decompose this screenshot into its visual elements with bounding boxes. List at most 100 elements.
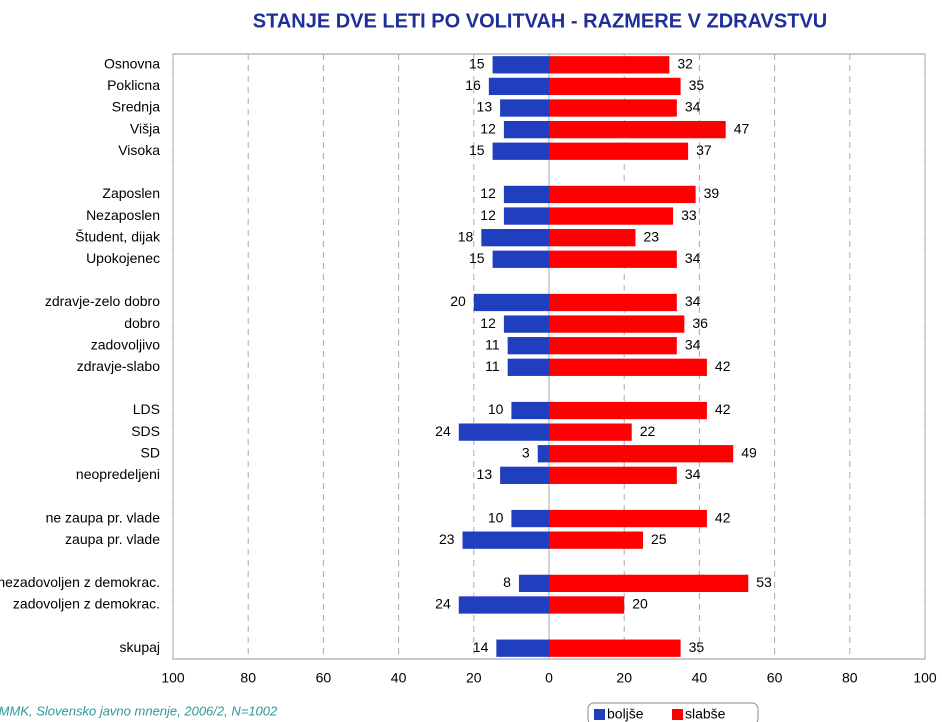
value-label: 37 (696, 142, 712, 158)
value-label: 24 (435, 423, 451, 439)
value-label: 32 (677, 56, 693, 72)
value-label: 33 (681, 207, 697, 223)
value-label: 35 (689, 639, 705, 655)
bar (549, 77, 681, 96)
chart-title: STANJE DVE LETI PO VOLITVAH - RAZMERE V … (253, 10, 827, 32)
y-tick-label: ne zaupa pr. vlade (46, 509, 161, 525)
bar (549, 120, 726, 139)
bar (492, 142, 549, 160)
value-label: 35 (689, 77, 705, 93)
bar (511, 401, 549, 420)
y-tick-label: Višja (130, 120, 160, 136)
bar (503, 120, 549, 139)
bar (503, 207, 549, 225)
value-label: 18 (458, 228, 474, 244)
value-label: 22 (640, 423, 656, 439)
bar (549, 509, 707, 528)
value-label: 24 (435, 596, 451, 612)
x-tick-label: 80 (240, 670, 256, 686)
bar (549, 99, 677, 117)
x-tick-label: 20 (466, 670, 482, 686)
value-label: 15 (469, 56, 485, 72)
value-label: 8 (503, 574, 511, 590)
y-tick-label: Poklicna (107, 77, 160, 93)
value-label: 34 (685, 250, 701, 266)
value-label: 20 (450, 293, 466, 309)
value-label: 11 (485, 336, 500, 352)
value-label: 12 (480, 207, 496, 223)
bar (507, 358, 549, 376)
x-tick-label: 100 (913, 670, 937, 686)
bar (500, 99, 549, 117)
bar (549, 207, 674, 225)
bar (507, 337, 549, 355)
value-label: 15 (469, 142, 485, 158)
bar (549, 596, 625, 614)
bar (537, 445, 549, 463)
legend-label: slabše (685, 706, 726, 722)
value-label: 49 (741, 444, 757, 460)
value-label: 13 (477, 99, 493, 115)
bar (549, 337, 677, 355)
bar (503, 185, 549, 204)
bar (549, 531, 643, 549)
bar (458, 596, 549, 614)
y-tick-label: zadovoljivo (91, 336, 160, 352)
bar (549, 185, 696, 204)
value-label: 42 (715, 401, 731, 417)
bar (549, 315, 685, 333)
y-tick-label: skupaj (120, 639, 160, 655)
y-tick-label: Upokojenec (86, 250, 160, 266)
value-label: 16 (465, 77, 481, 93)
bar (488, 77, 549, 96)
value-label: 10 (488, 509, 504, 525)
y-tick-label: zdravje-slabo (77, 358, 160, 374)
bar (549, 423, 632, 441)
legend-swatch (594, 709, 605, 720)
value-label: 42 (715, 358, 731, 374)
y-tick-label: zdravje-zelo dobro (45, 293, 160, 309)
y-tick-label: dobro (124, 315, 160, 331)
x-tick-label: 0 (545, 670, 553, 686)
value-label: 34 (685, 336, 701, 352)
x-tick-label: 80 (842, 670, 858, 686)
value-label: 15 (469, 250, 485, 266)
bar (511, 509, 549, 528)
legend-label: boljše (607, 706, 644, 722)
value-label: 39 (704, 185, 720, 201)
x-tick-label: 20 (616, 670, 632, 686)
bar (549, 466, 677, 484)
value-label: 13 (477, 466, 493, 482)
bar (462, 531, 549, 549)
y-tick-label: Zaposlen (102, 185, 160, 201)
x-tick-label: 60 (767, 670, 783, 686)
y-tick-label: Študent, dijak (75, 228, 161, 244)
bar (492, 250, 549, 268)
y-tick-label: zaupa pr. vlade (65, 531, 160, 547)
bar (492, 56, 549, 74)
y-tick-label: Visoka (118, 142, 160, 158)
value-label: 36 (692, 315, 708, 331)
value-label: 12 (480, 120, 496, 136)
value-label: 34 (685, 99, 701, 115)
value-label: 14 (473, 639, 489, 655)
x-tick-label: 40 (692, 670, 708, 686)
bar (549, 293, 677, 312)
bar (458, 423, 549, 441)
value-label: 23 (643, 228, 659, 244)
y-tick-label: Osnovna (104, 56, 160, 72)
value-label: 47 (734, 120, 750, 136)
y-tick-label: LDS (133, 401, 160, 417)
bar (549, 401, 707, 420)
y-tick-label: SDS (131, 423, 160, 439)
bar (473, 293, 549, 312)
y-tick-label: neopredeljeni (76, 466, 160, 482)
value-label: 20 (632, 596, 648, 612)
value-label: 10 (488, 401, 504, 417)
bar (549, 56, 670, 74)
value-label: 11 (485, 358, 500, 374)
bar (549, 142, 689, 160)
value-label: 34 (685, 293, 701, 309)
